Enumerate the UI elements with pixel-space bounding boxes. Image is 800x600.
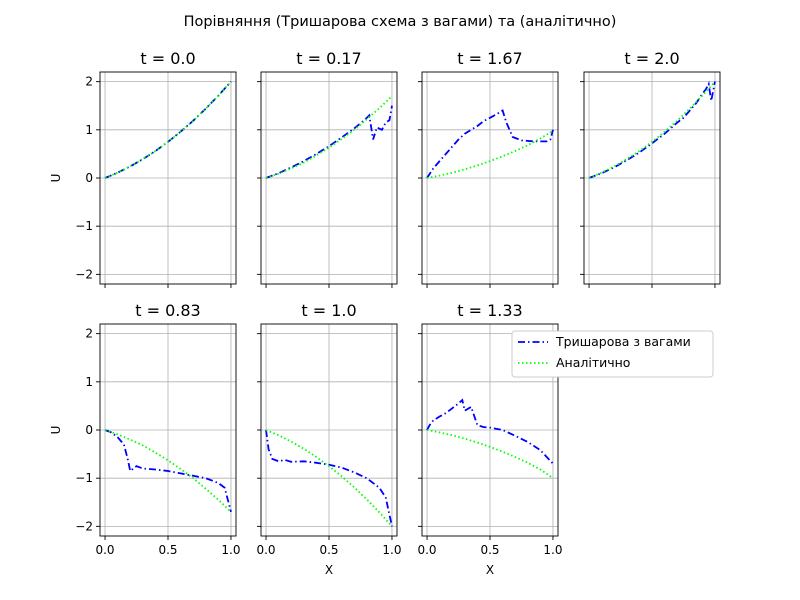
x-tick-label: 1.0 [382,543,401,557]
x-tick-label: 0.0 [417,543,436,557]
subplot-title: t = 1.67 [457,49,522,68]
x-tick-label: 0.0 [95,543,114,557]
subplot-title: t = 1.0 [301,301,356,320]
x-tick-label: 0.5 [158,543,177,557]
y-tick-label: −1 [75,219,93,233]
y-axis-label: U [49,426,63,435]
y-tick-label: −2 [75,267,93,281]
legend-label-analytic: Аналітично [556,355,630,370]
y-tick-label: 2 [85,327,93,341]
series-line-analytic [265,429,393,528]
x-tick-label: 1.0 [543,543,562,557]
x-tick-label: 0.0 [256,543,275,557]
subplot-title: t = 0.83 [135,301,200,320]
subplot-title: t = 1.33 [457,301,522,320]
x-tick-label: 1.0 [221,543,240,557]
legend-label-numeric: Тришарова з вагами [555,334,691,349]
series-line-analytic [588,80,716,179]
x-axis-label: X [486,563,494,577]
y-tick-label: 0 [85,423,93,437]
subplot-title: t = 0.17 [296,49,361,68]
y-tick-label: 2 [85,75,93,89]
series-line-analytic [426,130,554,179]
x-tick-label: 0.5 [319,543,338,557]
x-tick-label: 0.5 [480,543,499,557]
y-tick-label: 0 [85,171,93,185]
y-tick-label: −2 [75,519,93,533]
series-line-numeric [265,429,393,527]
series-line-numeric [104,429,232,513]
y-axis-label: U [49,174,63,183]
subplot-2: t = 1.67 [418,49,559,288]
series-line-analytic [426,429,554,479]
subplot-title: t = 2.0 [624,49,679,68]
subplot-title: t = 0.0 [140,49,195,68]
legend-frame [511,330,714,378]
series-line-numeric [426,109,554,179]
subplot-4: 0.0 0.5 1.0 −2 −1 0 1 2 t = 0.83 U [49,301,241,557]
y-tick-label: 1 [85,375,93,389]
series-line-numeric [426,398,554,465]
y-tick-label: 1 [85,123,93,137]
figure-title: Порівняння (Тришарова схема з вагами) та… [184,14,617,30]
subplot-1: t = 0.17 [257,49,398,288]
subplot-0: −2 −1 0 1 2 t = 0.0 U [49,49,237,288]
series-line-analytic [104,80,232,179]
series-line-numeric [265,105,393,179]
legend: Тришарова з вагами Аналітично [511,330,714,378]
subplot-3: t = 2.0 [580,49,721,288]
y-tick-label: −1 [75,471,93,485]
series-line-numeric [588,81,716,179]
subplot-5: 0.0 0.5 1.0 t = 1.0 X [256,301,401,577]
x-axis-label: X [325,563,333,577]
